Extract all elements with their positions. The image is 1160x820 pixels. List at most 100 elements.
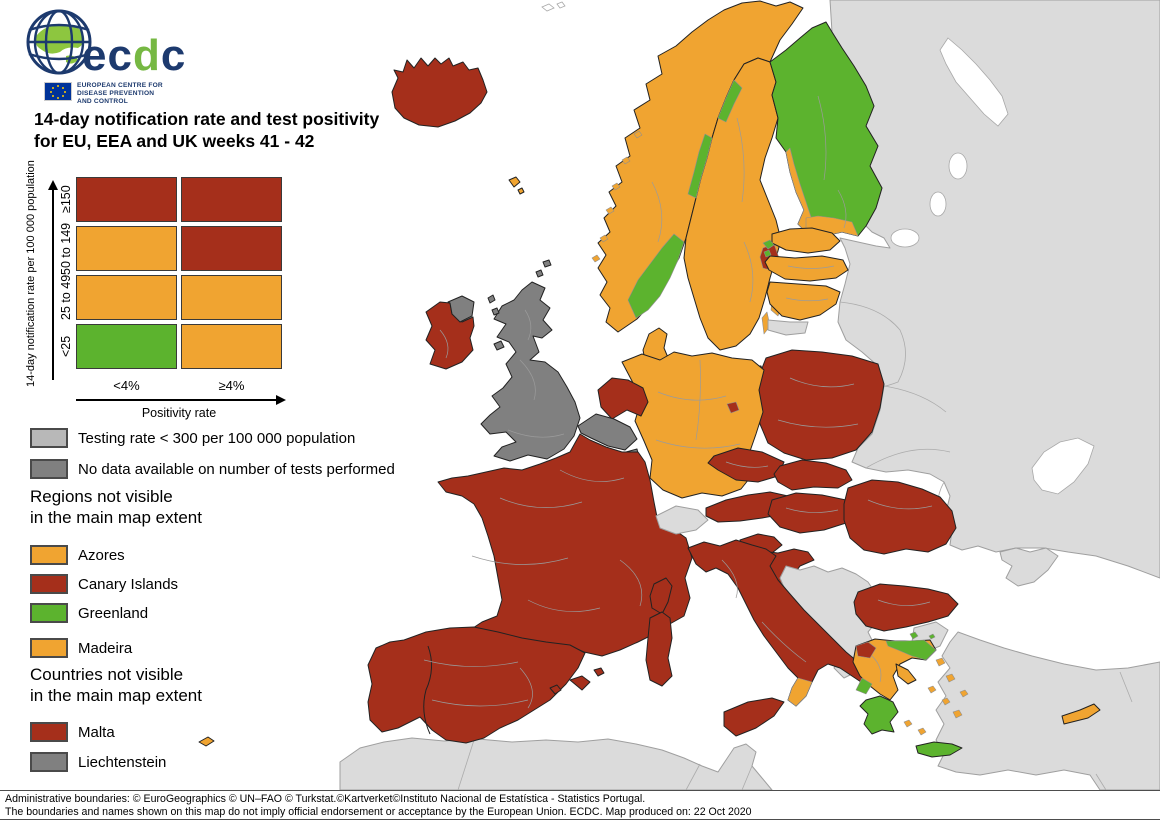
non-included-countries [339, 0, 1160, 791]
map-region-sweden-north [717, 79, 743, 123]
map-country-bulgaria [853, 583, 959, 632]
map-island-sicily [723, 697, 785, 737]
eu-flag-icon [44, 82, 72, 101]
legend-item-malta: Malta [30, 722, 115, 742]
matrix-cell-r2c1 [181, 275, 282, 320]
map-country-belgium [577, 413, 638, 451]
footer-disclaimer: The boundaries and names shown on this m… [5, 805, 752, 818]
map-region-calabria [787, 677, 813, 707]
map-country-hungary [767, 492, 857, 534]
white-sea [939, 37, 1009, 127]
map-estonian-islands [762, 239, 775, 258]
map-country-faroe-islands [508, 176, 525, 195]
matrix-y-axis-arrow [48, 180, 58, 380]
map-country-estonia [771, 227, 841, 254]
map-country-united-kingdom [480, 281, 581, 462]
legend-item-liechtenstein: Liechtenstein [30, 752, 166, 772]
map-region-greece-west-macedonia [855, 641, 877, 659]
map-island-crete [915, 741, 963, 758]
matrix-cell-r0c0 [76, 177, 177, 222]
legend-label-canary-islands: Canary Islands [78, 575, 179, 593]
legend-swatch-greenland [30, 603, 68, 623]
ecdc-globe-icon [26, 9, 92, 75]
legend-item-azores: Azores [30, 545, 125, 565]
matrix-cell-r0c1 [181, 177, 282, 222]
map-greek-islands-north [909, 631, 936, 640]
map-region-madeira [198, 736, 215, 747]
matrix-x-axis-arrow [76, 395, 286, 405]
map-region-norway-inland-mid [687, 133, 713, 199]
map-region-kaliningrad [767, 319, 809, 336]
ecdc-logo: ecdc EUROPEAN CENTRE FOR DISEASE PREVENT… [22, 6, 352, 107]
matrix-col-label-0: <4% [113, 378, 140, 393]
matrix-x-axis-label: Positivity rate [141, 406, 217, 420]
map-country-switzerland [655, 505, 709, 535]
map-island-euboea [895, 663, 917, 685]
map-border-portugal-spain [423, 645, 432, 735]
map-region-peloponnese [859, 695, 899, 735]
map-country-cyprus [1061, 703, 1101, 725]
map-islands-balearic [549, 667, 605, 695]
map-region-greece-thrace [885, 639, 937, 661]
footer-attribution: Administrative boundaries: © EuroGeograp… [5, 793, 646, 805]
legend-swatch-azores [30, 545, 68, 565]
map-country-italy [687, 539, 877, 707]
eu-eea-uk-countries [198, 0, 1101, 758]
map-footer: Administrative boundaries: © EuroGeograp… [0, 790, 1160, 819]
ecdc-org-name: EUROPEAN CENTRE FOR DISEASE PREVENTION A… [77, 82, 163, 106]
matrix-row-label-2: 25 to 49 [59, 274, 73, 321]
legend-swatch-liechtenstein [30, 752, 68, 772]
legend-label-madeira: Madeira [78, 639, 133, 657]
matrix-row-label-3: <25 [59, 335, 73, 358]
matrix-row-label-0: ≥150 [59, 185, 73, 214]
matrix-cell-r3c1 [181, 324, 282, 369]
map-country-turkey [935, 631, 1160, 791]
matrix-y-axis-label: 14-day notification rate per 100 000 pop… [25, 160, 37, 388]
legend-item-no-data: No data available on number of tests per… [30, 459, 395, 479]
matrix-cell-r1c0 [76, 226, 177, 271]
map-greek-islands [903, 657, 969, 736]
legend-swatch-testing-rate [30, 428, 68, 448]
map-norway-coastal-islets [591, 130, 643, 263]
legend-swatch-malta [30, 722, 68, 742]
map-country-lithuania [766, 281, 841, 321]
legend-swatch-madeira [30, 638, 68, 658]
map-region-greece-west [855, 677, 873, 695]
legend-label-greenland: Greenland [78, 604, 149, 622]
matrix-col-label-1: ≥4% [218, 378, 245, 393]
regions-not-visible-heading: Regions not visible in the main map exte… [30, 487, 202, 527]
region-borders [423, 95, 933, 709]
map-island-corsica [649, 577, 673, 615]
map-country-slovakia [773, 459, 853, 491]
legend-swatch-no-data [30, 459, 68, 479]
map-region-north-africa [339, 737, 773, 791]
matrix-legend: 14-day notification rate per 100 000 pop… [25, 161, 303, 423]
legend-item-testing-rate: Testing rate < 300 per 100 000 populatio… [30, 428, 355, 448]
legend-label-azores: Azores [78, 546, 125, 564]
map-region-northern-ireland [447, 295, 475, 323]
legend-item-canary-islands: Canary Islands [30, 574, 178, 594]
map-island-sardinia [645, 611, 673, 687]
legend-swatch-canary-islands [30, 574, 68, 594]
map-region-crimea [999, 547, 1059, 587]
legend-item-greenland: Greenland [30, 603, 148, 623]
legend-label-liechtenstein: Liechtenstein [78, 753, 167, 771]
map-region-norway-inland-south [627, 233, 685, 319]
jan-mayen-islands [541, 1, 566, 12]
legend-label-no-data: No data available on number of tests per… [78, 460, 395, 478]
map-country-iceland [391, 57, 488, 128]
map-region-berlin [726, 401, 740, 414]
matrix-cell-r2c0 [76, 275, 177, 320]
lake-north [948, 152, 968, 180]
legend-label-testing-rate: Testing rate < 300 per 100 000 populatio… [78, 429, 356, 447]
lake-ladoga [890, 228, 920, 248]
map-country-czechia [707, 447, 785, 483]
map-country-romania [843, 479, 957, 555]
matrix-cell-r1c1 [181, 226, 282, 271]
lake-onega [929, 191, 947, 217]
legend-label-malta: Malta [78, 723, 115, 741]
matrix-cell-r3c0 [76, 324, 177, 369]
sea-of-azov [1031, 437, 1095, 495]
